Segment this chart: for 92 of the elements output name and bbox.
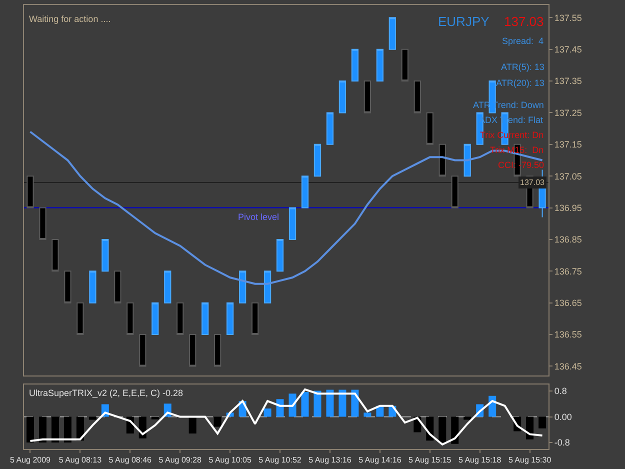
y-tick-label: 136.55 [554,330,582,340]
x-tick-label: 5 Aug 10:05 [208,456,252,465]
y-tick-label: 0.8 [554,386,567,396]
y-tick-label: 136.45 [554,361,582,372]
y-tick-label: 136.75 [554,266,582,276]
bar [188,416,196,434]
x-tick-label: 5 Aug 2009 [10,456,52,465]
candlestick [364,80,372,114]
line-series [29,130,544,285]
bar [351,390,359,417]
x-tick-label: 5 Aug 08:46 [108,456,152,465]
candlestick [326,112,334,145]
x-tick-label: 5 Aug 14:16 [358,456,402,465]
bar [326,390,334,417]
candlestick [189,334,196,367]
candlestick [26,176,34,208]
annotation: Spread: 4 [502,36,544,46]
candlestick [226,302,234,336]
annotation: Trix M15: Dn [490,145,544,155]
annotation: Waiting for action .... [29,14,111,24]
candlestick [239,270,246,304]
candlestick [202,302,209,336]
bar [151,416,159,420]
candlestick [64,270,72,304]
candlestick [214,334,222,367]
bar [301,392,309,417]
y-tick-label: -0.8 [554,438,570,448]
candlestick [114,270,122,304]
annotation: CCI: -79.50 [498,160,544,170]
candlestick [126,302,134,336]
bar [364,412,372,417]
candlestick [276,238,284,272]
candlestick [176,302,184,336]
bar [264,408,272,417]
candlestick [89,270,96,304]
bar [538,416,546,428]
candlestick [426,112,434,145]
x-tick-label: 5 Aug 15:18 [458,456,502,465]
annotation: ATR(5): 13 [501,62,544,72]
y-tick-label: 136.65 [554,298,582,308]
ref-line-label: 137.03 [520,178,546,187]
candlestick [338,80,346,114]
candlestick [388,17,396,50]
bar [51,416,59,443]
candlestick [451,176,458,208]
candlestick [102,238,109,272]
candlestick [251,302,259,336]
candlestick [401,48,408,82]
y-tick-label: 136.85 [554,234,582,245]
y-tick-label: 137.55 [554,12,582,23]
annotation: EURJPY [438,14,490,29]
y-tick-label: 137.25 [554,108,582,118]
x-tick-label: 5 Aug 10:52 [258,456,302,465]
y-tick-label: 137.15 [554,140,582,150]
bar [338,390,346,417]
candlestick [39,207,46,240]
candlestick [164,270,172,304]
x-tick-label: 5 Aug 15:30 [508,456,552,465]
annotation: 137.03 [504,14,544,29]
candlestick [288,207,296,240]
y-tick-label: 0.00 [554,412,572,422]
candlestick [464,144,471,177]
y-tick-label: 136.95 [554,202,582,213]
annotation: ATR(20): 13 [496,78,544,88]
y-tick-label: 137.35 [554,76,582,86]
candlestick [438,144,446,177]
candlestick [301,176,309,208]
x-tick-label: 5 Aug 08:13 [58,456,102,465]
candlestick [76,302,84,336]
x-tick-label: 5 Aug 09:28 [158,456,202,465]
x-tick-label: 5 Aug 13:16 [308,456,352,465]
y-tick-label: 137.05 [554,171,582,182]
bar [214,416,222,427]
candlestick [414,80,421,114]
candlestick [314,144,322,177]
candlestick [376,48,384,82]
x-tick-label: 5 Aug 15:15 [408,456,452,465]
candlestick [351,48,359,82]
candlestick [264,270,272,304]
bar [438,416,446,443]
line-series [29,388,544,446]
bar [64,416,72,443]
bar [26,416,34,443]
candlestick [139,334,146,367]
bar [38,416,46,443]
candlestick [152,302,159,336]
chart-title: UltraSuperTRIX_v2 (2, E,E,E, C) -0.28 [29,388,184,398]
bar [314,390,322,417]
bar [526,416,534,440]
ref-line-label: Pivot level [238,212,280,222]
y-tick-label: 137.45 [554,44,582,55]
candlestick [52,238,59,272]
